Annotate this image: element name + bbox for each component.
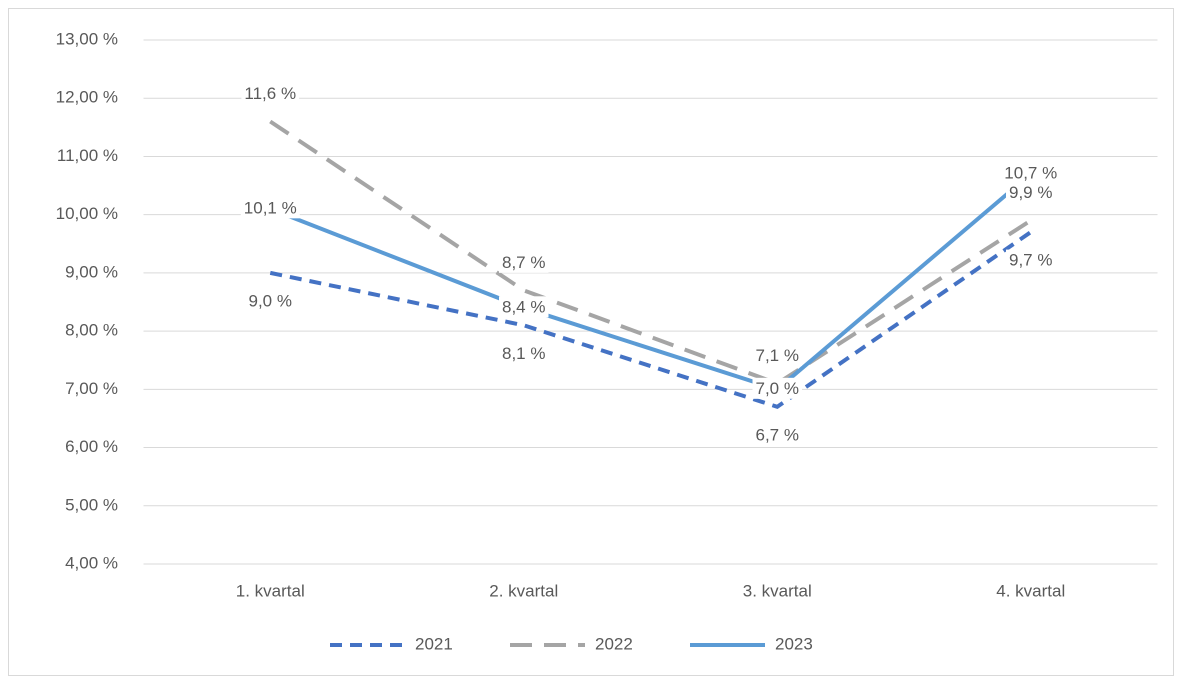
y-tick-label: 11,00 % [57, 146, 118, 165]
data-label-group: 7,0 % [752, 377, 802, 399]
y-tick-label: 8,00 % [65, 321, 118, 340]
data-label-bg [499, 251, 549, 273]
y-tick-label: 5,00 % [65, 495, 118, 514]
legend-label: 2022 [595, 634, 633, 653]
data-label: 6,7 % [756, 425, 799, 444]
data-label-group: 9,9 % [1006, 181, 1056, 203]
data-label: 9,9 % [1009, 183, 1052, 202]
data-label: 7,1 % [756, 346, 799, 365]
series-line [269, 230, 1032, 410]
data-label-bg [499, 296, 549, 318]
data-label-bg [752, 377, 802, 399]
data-label: 7,0 % [756, 379, 799, 398]
data-label-group: 9,0 % [245, 290, 295, 312]
y-tick-label: 7,00 % [65, 379, 118, 398]
data-label: 10,1 % [244, 198, 297, 217]
data-label-group: 10,1 % [240, 197, 300, 219]
data-label-group: 6,7 % [752, 424, 802, 446]
series-line [269, 172, 1033, 392]
data-label: 10,7 % [1004, 163, 1057, 182]
y-tick-label: 6,00 % [65, 437, 118, 456]
x-tick-label: 2. kvartal [489, 581, 558, 600]
y-tick-label: 12,00 % [56, 88, 118, 107]
data-label-group: 9,7 % [1006, 249, 1056, 271]
x-tick-label: 3. kvartal [743, 581, 812, 600]
data-label-bg [1001, 162, 1061, 184]
y-tick-label: 10,00 % [56, 204, 118, 223]
data-label-bg [241, 82, 300, 104]
data-label: 8,1 % [502, 344, 545, 363]
y-tick-label: 9,00 % [65, 262, 118, 281]
data-label-group: 10,7 % [1001, 162, 1061, 184]
data-label-group: 7,1 % [752, 344, 802, 366]
y-tick-label: 4,00 % [65, 553, 118, 572]
data-label-group: 8,1 % [499, 342, 549, 364]
data-label: 8,7 % [502, 253, 545, 272]
data-label-bg [752, 424, 802, 446]
data-label: 9,7 % [1009, 251, 1052, 270]
y-tick-label: 13,00 % [56, 29, 118, 48]
data-label-bg [1006, 181, 1056, 203]
data-label-bg [752, 344, 802, 366]
data-label: 11,6 % [244, 84, 296, 103]
legend-label: 2023 [775, 634, 813, 653]
legend-label: 2021 [415, 634, 453, 653]
series-line [269, 119, 1032, 386]
data-label-bg [245, 290, 295, 312]
chart-frame [8, 8, 1174, 676]
x-tick-label: 1. kvartal [236, 581, 305, 600]
data-label-group: 11,6 % [241, 82, 300, 104]
data-label-group: 8,4 % [499, 296, 549, 318]
x-tick-label: 4. kvartal [996, 581, 1065, 600]
data-label-bg [240, 197, 300, 219]
data-label: 9,0 % [249, 291, 292, 310]
data-label-bg [1006, 249, 1056, 271]
data-label: 8,4 % [502, 297, 545, 316]
data-label-group: 8,7 % [499, 251, 549, 273]
data-label-bg [499, 342, 549, 364]
